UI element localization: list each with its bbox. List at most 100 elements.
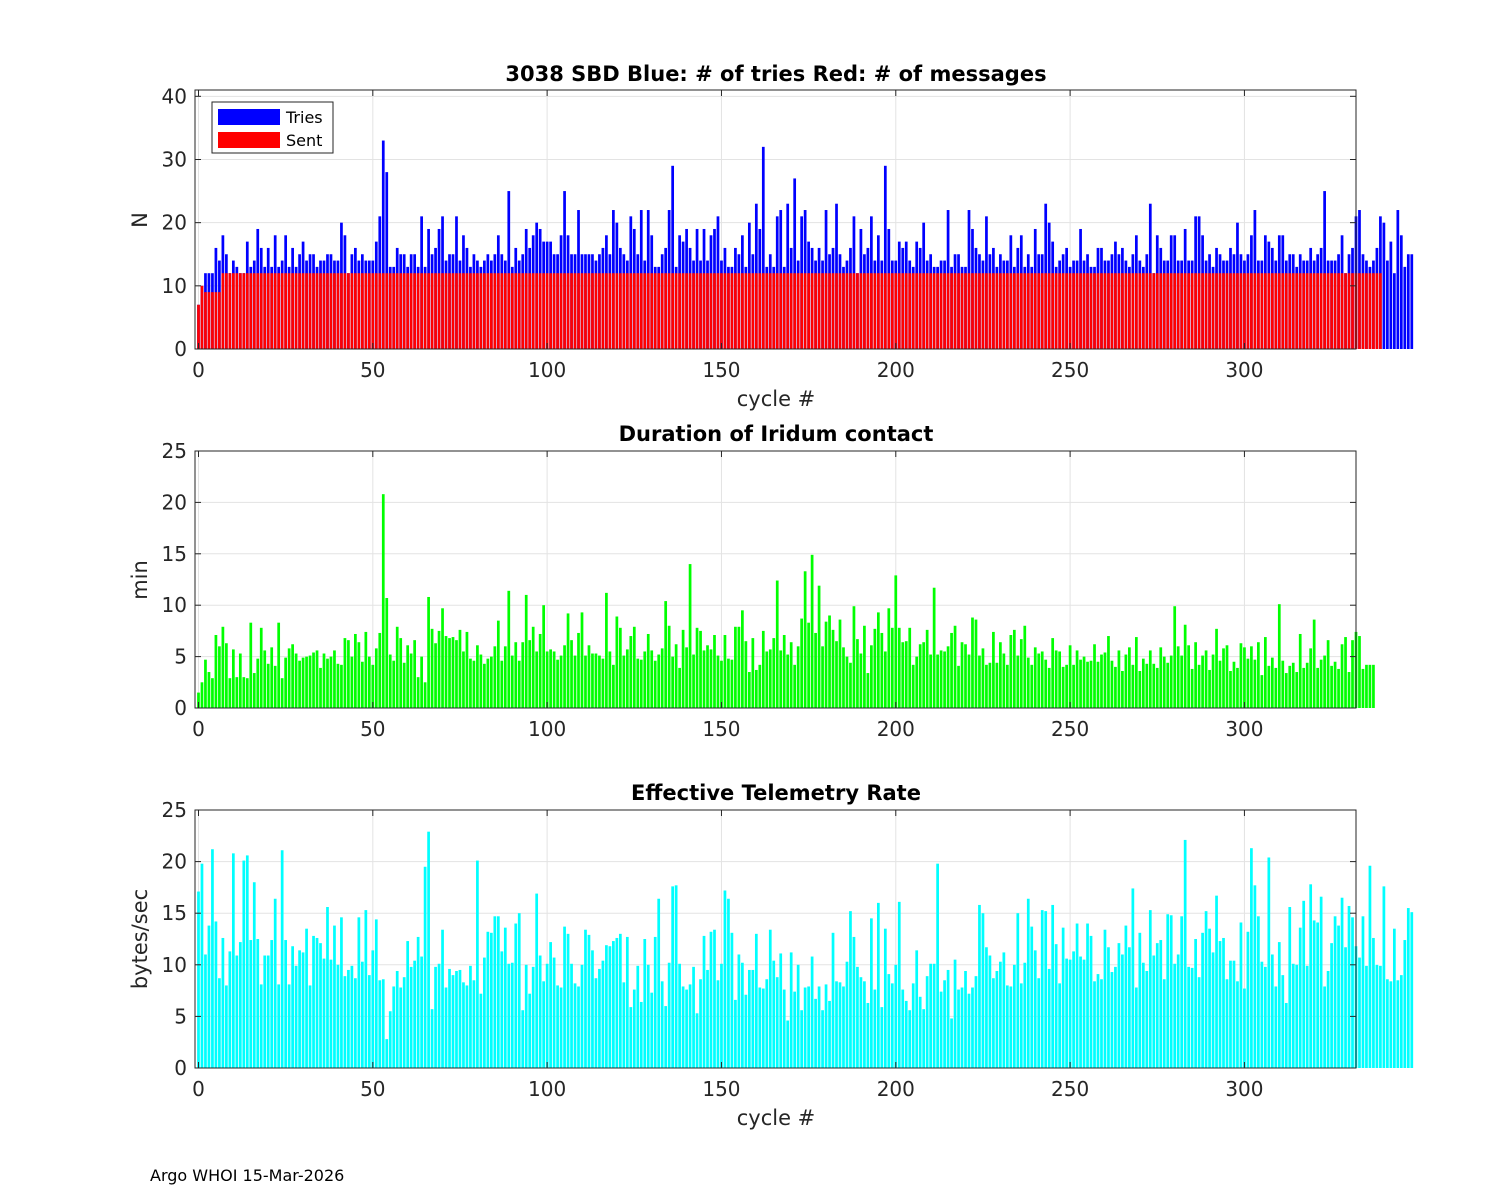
bar-sent	[462, 273, 465, 349]
bar-duration	[1026, 657, 1030, 708]
bar-rate	[591, 950, 594, 1068]
bar-rate	[890, 983, 894, 1068]
bar-sent	[329, 273, 333, 349]
bar-duration	[256, 658, 260, 708]
bar-duration	[322, 653, 326, 708]
bar-duration	[284, 657, 288, 708]
bar-rate	[245, 855, 249, 1068]
bar-rate	[981, 913, 985, 1068]
bar-rate	[1291, 963, 1295, 1068]
bar-duration	[667, 625, 671, 708]
bar-duration	[1005, 664, 1009, 708]
y-tick-label: 20	[162, 211, 187, 235]
bar-rate	[538, 955, 542, 1068]
bar-sent	[838, 273, 842, 349]
bar-duration	[538, 633, 542, 708]
bar-sent	[894, 273, 898, 349]
bar-sent	[625, 273, 629, 349]
bar-rate	[1183, 839, 1187, 1068]
bar-rate	[319, 943, 322, 1068]
bar-duration	[650, 650, 654, 708]
y-axis-label: min	[128, 560, 152, 600]
bar-rate	[458, 969, 462, 1068]
bar-sent	[542, 273, 546, 349]
bar-rate	[842, 986, 845, 1068]
bar-duration	[1051, 638, 1055, 708]
bar-sent	[946, 273, 950, 349]
bar-sent	[772, 273, 776, 349]
bar-rate	[1107, 947, 1110, 1068]
bar-sent	[493, 273, 497, 349]
bar-duration	[870, 645, 873, 708]
bar-rate	[1002, 952, 1006, 1068]
bar-rate	[716, 980, 720, 1068]
legend-swatch-sent	[218, 132, 280, 148]
bar-sent	[573, 273, 577, 349]
bar-rate	[1253, 885, 1257, 1068]
x-tick-label: 300	[1225, 1077, 1263, 1101]
bar-duration	[228, 678, 232, 708]
bar-duration	[378, 632, 382, 708]
x-tick-label: 100	[528, 1077, 566, 1101]
bar-rate	[1162, 979, 1166, 1068]
bar-sent	[650, 273, 654, 349]
bar-rate	[897, 901, 901, 1068]
bar-sent	[803, 273, 807, 349]
bar-duration	[625, 649, 629, 708]
bar-duration	[1204, 650, 1208, 708]
bar-duration	[577, 632, 580, 708]
bar-sent	[747, 273, 751, 349]
bar-duration	[1218, 660, 1222, 708]
bar-sent	[1288, 273, 1292, 349]
bar-sent	[378, 273, 382, 349]
bar-duration	[1012, 629, 1016, 708]
bar-rate	[1100, 979, 1103, 1068]
y-tick-label: 0	[174, 1056, 187, 1080]
bar-sent	[908, 273, 912, 349]
bar-duration	[779, 650, 783, 708]
bar-duration	[1239, 643, 1243, 708]
bar-sent	[1333, 273, 1337, 349]
bar-sent	[629, 273, 633, 349]
bar-duration	[587, 645, 591, 708]
bar-duration	[1222, 648, 1225, 708]
bar-sent	[1302, 273, 1306, 349]
bar-sent	[538, 273, 542, 349]
bar-sent	[1232, 273, 1236, 349]
bar-sent	[531, 273, 535, 349]
bar-rate	[782, 989, 786, 1068]
bar-rate	[793, 991, 797, 1068]
bar-sent	[911, 273, 915, 349]
bar-duration	[999, 642, 1002, 708]
bar-duration	[531, 626, 535, 708]
bar-duration	[1145, 663, 1149, 708]
bar-sent	[1051, 273, 1055, 349]
bar-duration	[1117, 650, 1121, 708]
bar-sent	[245, 273, 249, 349]
bar-rate	[876, 902, 880, 1068]
bar-rate	[929, 963, 933, 1068]
bar-duration	[1103, 652, 1107, 708]
bar-duration	[1372, 664, 1375, 708]
bar-rate	[618, 933, 622, 1068]
bar-duration	[1365, 664, 1368, 708]
bar-duration	[636, 658, 640, 708]
bar-duration	[1333, 661, 1337, 708]
bar-tries	[1410, 254, 1414, 349]
bar-sent	[367, 273, 371, 349]
bar-duration	[894, 575, 898, 708]
bar-rate	[1166, 914, 1170, 1068]
bar-rate	[1267, 857, 1271, 1068]
bar-rate	[378, 980, 382, 1068]
bar-rate	[1204, 911, 1208, 1068]
bar-sent	[723, 273, 727, 349]
bar-rate	[1197, 977, 1201, 1068]
bar-sent	[978, 273, 981, 349]
bar-duration	[305, 656, 308, 708]
bar-duration	[1190, 668, 1194, 708]
bar-rate	[695, 1013, 699, 1068]
bar-sent	[674, 273, 678, 349]
bar-rate	[1030, 926, 1034, 1068]
bar-duration	[1176, 646, 1180, 708]
bar-rate	[1277, 942, 1281, 1068]
